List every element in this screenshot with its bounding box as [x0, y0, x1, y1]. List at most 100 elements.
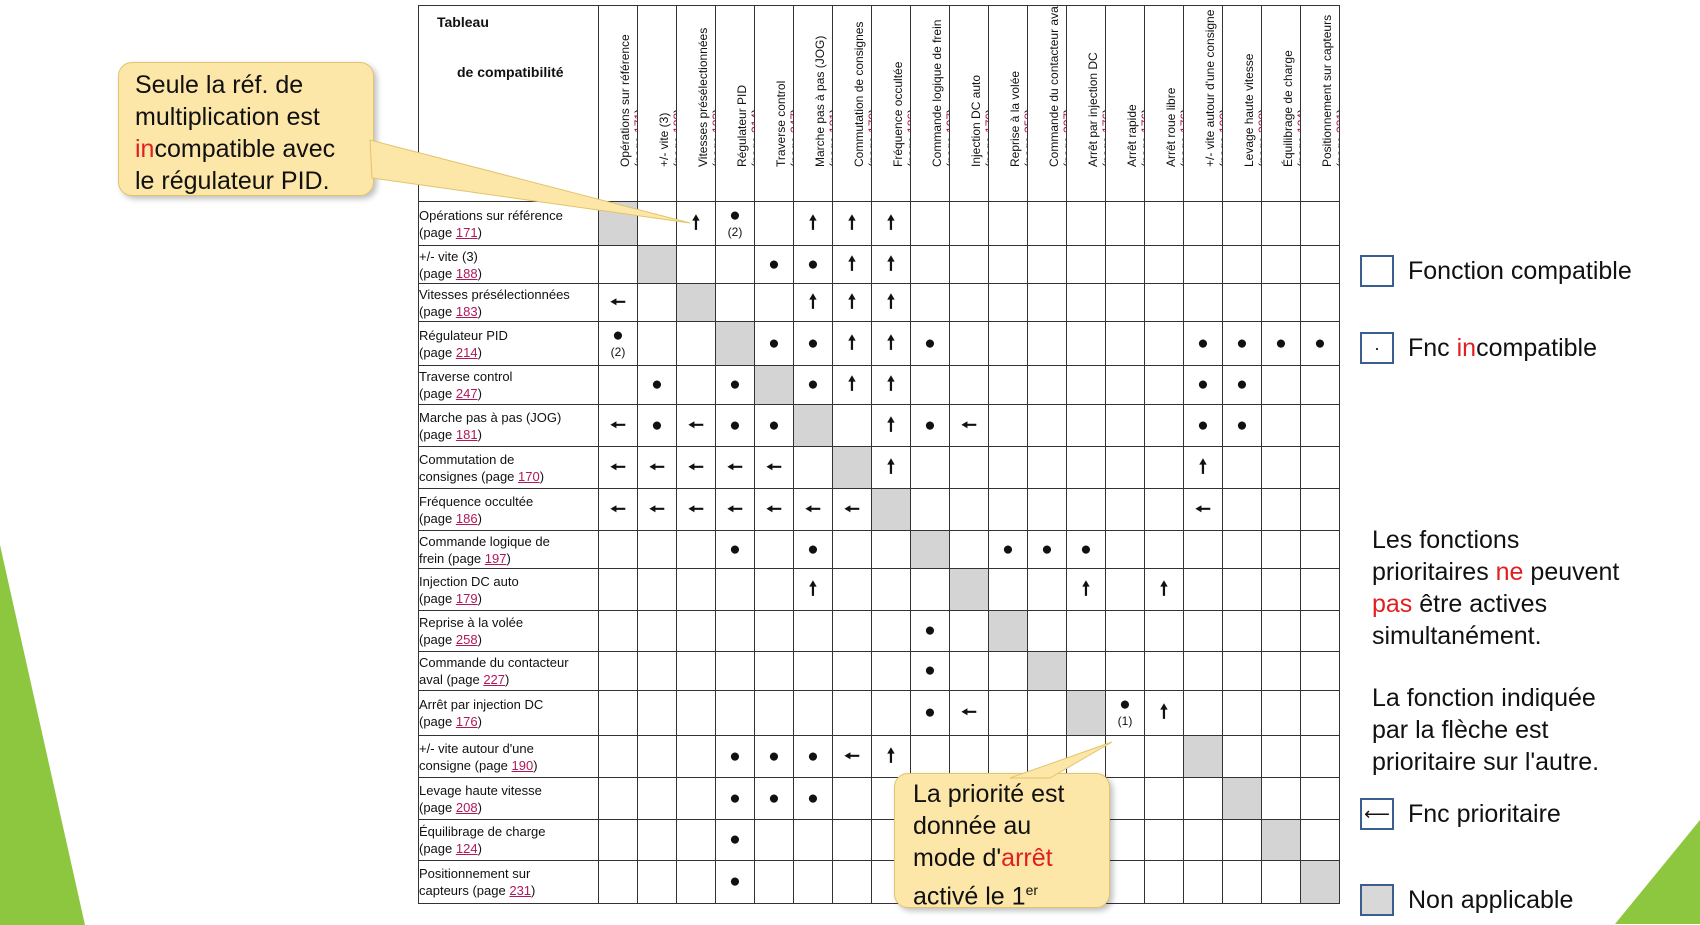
cell-compatible [637, 735, 677, 778]
arrow-left-icon: 🠔 [649, 456, 665, 477]
row-header-page: (page 208) [419, 799, 598, 816]
row-header-name: Régulateur PID [419, 327, 508, 343]
cell-compatible [988, 690, 1028, 736]
incompatible-dot-icon: ● [651, 374, 663, 395]
row-page-link[interactable]: 190 [511, 757, 534, 773]
row-page-link[interactable]: 227 [483, 672, 506, 687]
column-header: Régulateur PID(page 214) [715, 5, 755, 202]
row-header: +/- vite autour d'une consigne (page 190) [418, 735, 599, 778]
row-page-link[interactable]: 179 [455, 590, 478, 606]
cell-compatible [871, 610, 911, 652]
arrow-up-icon: 🠕 [847, 332, 857, 354]
row-page-prefix: (page [419, 265, 456, 281]
row-page-link[interactable]: 176 [455, 714, 478, 729]
row-header-name: Marche pas à pas (JOG) [419, 409, 562, 425]
row-page-link[interactable]: 247 [455, 386, 478, 401]
cell-incompatible: ● [1300, 321, 1340, 366]
row-page-link[interactable]: 181 [455, 426, 478, 442]
arrow-left-icon: 🠔 [688, 456, 704, 477]
row-page-link[interactable]: 183 [455, 303, 478, 319]
row-page-link[interactable]: 197 [484, 550, 507, 566]
callout-stop-line2: donnée au [913, 812, 1032, 840]
incompatible-dot-icon: ● [768, 745, 780, 767]
incompatible-dot-icon: ● [924, 620, 936, 641]
incompatible-dot-icon: ● [1236, 414, 1248, 436]
row-header-name: Traverse control [419, 369, 513, 384]
row-page-prefix: (page [419, 590, 456, 606]
cell-incompatible: ● [715, 404, 755, 447]
cell-priority-row: 🠔 [754, 446, 794, 489]
side-text-p1-line3-post: être actives [1412, 590, 1548, 618]
callout-pid-red-text: in [135, 135, 155, 163]
arrow-left-icon: 🠔 [610, 456, 626, 477]
row-page-suffix: ) [477, 265, 482, 281]
incompatible-dot-icon: ● [807, 253, 819, 275]
legend-incompatible-pre: Fnc [1408, 334, 1457, 362]
row-page-link[interactable]: 214 [455, 344, 478, 360]
table-title-line2: de compatibilité [457, 64, 564, 80]
row-header: Opérations sur référence (page 171) [418, 201, 599, 246]
cell-incompatible: ● [910, 690, 950, 736]
cell-priority-column: 🠕 [871, 283, 911, 322]
cell-compatible [1144, 365, 1184, 405]
incompatible-dot-icon: ● [729, 871, 741, 892]
row-page-link[interactable]: 171 [455, 224, 478, 240]
row-page-link[interactable]: 186 [455, 510, 478, 526]
row-page-link[interactable]: 231 [509, 883, 532, 898]
row-page-link[interactable]: 124 [455, 841, 478, 856]
row-page-link[interactable]: 258 [455, 632, 478, 647]
incompatible-dot-icon: ● [807, 787, 819, 809]
decorative-green-triangle-right [1615, 820, 1700, 924]
table-row: Arrêt par injection DC (page 176) ● 🠔 ● (1) 🠕 [418, 690, 1340, 736]
side-text-p1-line4: simultanément. [1372, 622, 1542, 650]
row-page-link[interactable]: 170 [518, 468, 540, 484]
callout-pid-line1: Seule la réf. de [135, 71, 304, 99]
row-page-link[interactable]: 208 [455, 799, 478, 815]
row-header: Commande logique de frein (page 197) [418, 530, 599, 569]
incompatible-dot-icon: ● [1197, 374, 1209, 395]
cell-compatible [598, 365, 638, 405]
cell-compatible [637, 530, 677, 569]
cell-compatible [1300, 777, 1340, 820]
row-header-name: +/- vite (3) [419, 248, 478, 264]
side-text-p2-line3: prioritaire sur l'autre. [1372, 748, 1600, 776]
row-page-prefix: (page [419, 386, 456, 401]
row-header: Arrêt par injection DC (page 176) [418, 690, 599, 736]
incompatible-dot-icon: ● [1080, 538, 1092, 560]
cell-priority-column: 🠕 [1144, 690, 1184, 736]
row-page-prefix: (page [419, 799, 456, 815]
arrow-up-icon: 🠕 [808, 212, 818, 234]
column-header: Injection DC auto(page 179) [949, 5, 989, 202]
cell-priority-row: 🠔 [598, 488, 638, 531]
row-header-name: +/- vite autour d'une [419, 740, 534, 756]
row-header-name: Reprise à la volée [419, 615, 524, 630]
incompatible-dot-icon: ● [1314, 332, 1326, 354]
arrow-up-icon: 🠕 [691, 212, 701, 234]
cell-compatible [1300, 568, 1340, 611]
incompatible-dot-icon: ● [768, 253, 780, 275]
cell-compatible [1261, 690, 1301, 736]
cell-compatible [637, 568, 677, 611]
cell-incompatible: ● [754, 245, 794, 284]
cell-compatible [1222, 819, 1262, 861]
callout-pid-line3: incompatible avec [135, 133, 363, 165]
cell-priority-column: 🠕 [871, 404, 911, 447]
side-text-red-pas: pas [1372, 590, 1413, 618]
column-header: Commande du contacteur aval(page 227) [1027, 5, 1067, 202]
legend-arrow-icon: ⟵ [1360, 798, 1394, 830]
row-header-page: consignes (page 170) [419, 468, 598, 485]
callout-stop-line3: mode d'arrêt [913, 842, 1099, 874]
row-page-prefix: (page [419, 632, 456, 647]
arrow-up-icon: 🠕 [808, 291, 818, 313]
arrow-left-icon: 🠔 [610, 414, 626, 435]
arrow-up-icon: 🠕 [886, 374, 896, 395]
row-page-link[interactable]: 188 [455, 265, 478, 281]
row-page-prefix: aval (page [419, 672, 484, 687]
row-page-suffix: ) [477, 590, 482, 606]
row-page-suffix: ) [477, 303, 482, 319]
cell-compatible [1300, 245, 1340, 284]
column-header: Commande logique de frein(page 197) [910, 5, 950, 202]
callout-pid-note: Seule la réf. de multiplication est inco… [118, 62, 374, 196]
cell-compatible [793, 860, 833, 904]
cell-compatible [832, 777, 872, 820]
